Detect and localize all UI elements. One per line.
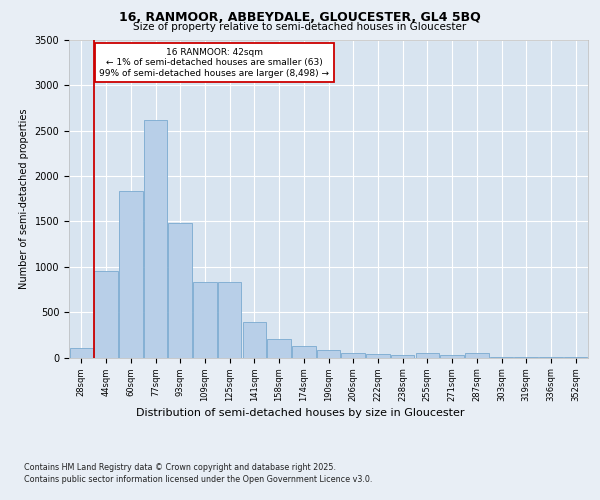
Bar [490, 356, 513, 358]
Text: Size of property relative to semi-detached houses in Gloucester: Size of property relative to semi-detach… [133, 22, 467, 32]
Text: 16 RANMOOR: 42sqm
← 1% of semi-detached houses are smaller (63)
99% of semi-deta: 16 RANMOOR: 42sqm ← 1% of semi-detached … [100, 48, 329, 78]
Text: 16, RANMOOR, ABBEYDALE, GLOUCESTER, GL4 5BQ: 16, RANMOOR, ABBEYDALE, GLOUCESTER, GL4 … [119, 11, 481, 24]
Bar [539, 356, 563, 358]
Bar [144, 120, 167, 358]
Bar [218, 282, 241, 358]
Text: Distribution of semi-detached houses by size in Gloucester: Distribution of semi-detached houses by … [136, 408, 464, 418]
Bar [292, 346, 316, 358]
Bar [440, 355, 464, 358]
Bar [416, 354, 439, 358]
Bar [119, 192, 143, 358]
Bar [465, 353, 488, 358]
Bar [169, 223, 192, 358]
Bar [391, 355, 415, 358]
Text: Contains HM Land Registry data © Crown copyright and database right 2025.: Contains HM Land Registry data © Crown c… [24, 462, 336, 471]
Bar [70, 348, 93, 358]
Bar [94, 272, 118, 358]
Bar [366, 354, 389, 358]
Bar [514, 356, 538, 358]
Text: Contains public sector information licensed under the Open Government Licence v3: Contains public sector information licen… [24, 475, 373, 484]
Bar [242, 322, 266, 358]
Bar [193, 282, 217, 358]
Bar [341, 352, 365, 358]
Bar [317, 350, 340, 358]
Bar [564, 356, 587, 358]
Bar [268, 340, 291, 357]
Y-axis label: Number of semi-detached properties: Number of semi-detached properties [19, 108, 29, 289]
